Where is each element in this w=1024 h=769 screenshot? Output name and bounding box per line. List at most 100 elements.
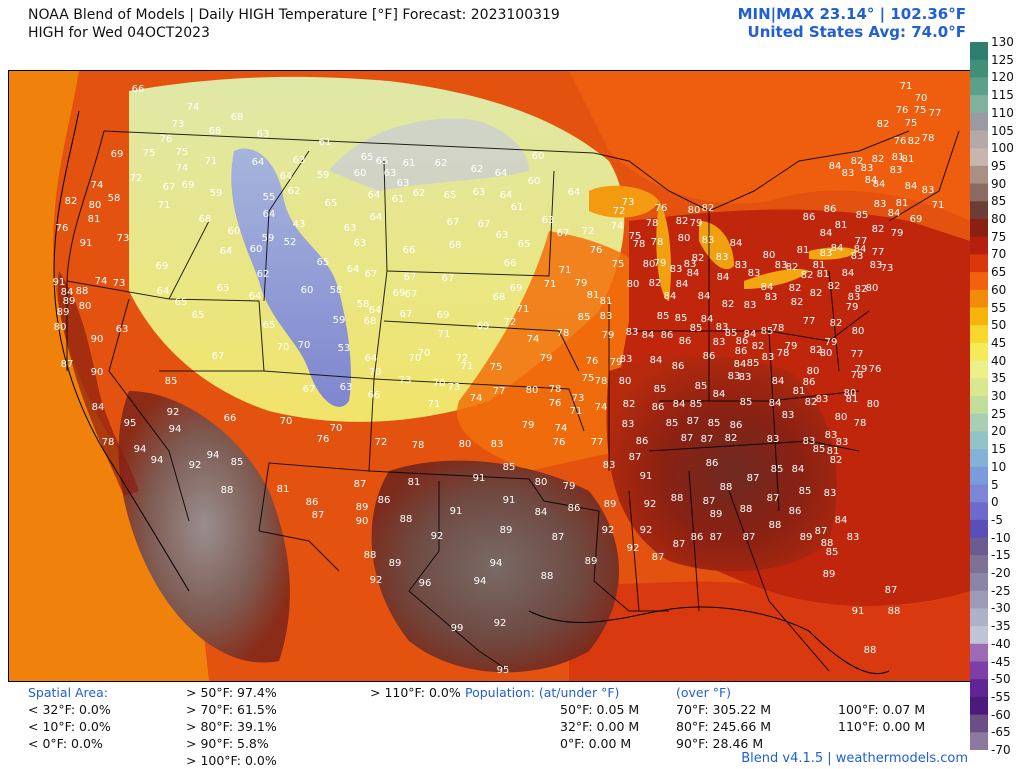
- temperature-value: 83: [626, 327, 639, 338]
- temperature-value: 82: [810, 288, 823, 299]
- temperature-value: 80: [643, 259, 656, 270]
- scale-swatch: [970, 325, 988, 344]
- temperature-value: 67: [400, 309, 413, 320]
- temperature-value: 82: [830, 455, 843, 466]
- temperature-value: 89: [604, 499, 617, 510]
- temperature-value: 83: [848, 292, 861, 303]
- temperature-value: 67: [365, 269, 378, 280]
- credit-link[interactable]: Blend v4.1.5 | weathermodels.com: [741, 751, 968, 766]
- temperature-value: 65: [361, 152, 374, 163]
- temperature-value: 69: [477, 321, 490, 332]
- scale-swatch: [970, 519, 988, 539]
- temperature-value: 82: [649, 278, 662, 289]
- temperature-value: 76: [56, 223, 69, 234]
- temperature-value: 95: [124, 418, 137, 429]
- temperature-value: 81: [88, 214, 101, 225]
- temperature-value: 83: [702, 235, 715, 246]
- temperature-value: 80: [79, 301, 92, 312]
- temperature-value: 92: [189, 460, 202, 471]
- scale-label: 85: [991, 194, 1007, 209]
- temperature-value: 88: [888, 606, 901, 617]
- scale-label: 90: [991, 176, 1007, 191]
- temperature-value: 70: [280, 416, 293, 427]
- temperature-value: 94: [490, 558, 503, 569]
- temperature-value: 83: [816, 394, 829, 405]
- temperature-value: 84: [865, 175, 878, 186]
- temperature-value: 63: [340, 382, 353, 393]
- temperature-value: 68: [364, 316, 377, 327]
- temperature-value: 80: [866, 283, 879, 294]
- temperature-value: 67: [557, 228, 570, 239]
- temperature-value: 63: [397, 178, 410, 189]
- temperature-value: 60: [532, 151, 545, 162]
- scale-label: -25: [991, 583, 1011, 598]
- temperature-value: 86: [679, 336, 692, 347]
- temperature-value: 89: [57, 307, 70, 318]
- temperature-value: 91: [473, 473, 486, 484]
- temperature-value: 69: [393, 288, 406, 299]
- temperature-value: 85: [690, 323, 703, 334]
- temperature-value: 77: [872, 247, 885, 258]
- scale-swatch: [970, 236, 988, 255]
- temperature-value: 82: [752, 341, 765, 352]
- temperature-value: 85: [695, 381, 708, 392]
- population-over-col: (over °F) 70°F: 305.22 M 80°F: 245.66 M …: [676, 684, 771, 752]
- temperature-value: 64: [500, 190, 513, 201]
- temperature-value: 87: [710, 532, 723, 543]
- temperature-value: 80: [763, 250, 776, 261]
- temperature-value: 86: [736, 336, 749, 347]
- temperature-value: 92: [640, 525, 653, 536]
- map-title: NOAA Blend of Models | Daily HIGH Temper…: [28, 6, 560, 42]
- temperature-value: 92: [644, 499, 657, 510]
- temperature-value: 84: [888, 208, 901, 219]
- temperature-value: 75: [143, 148, 156, 159]
- temperature-value: 84: [792, 464, 805, 475]
- temperature-value: 70: [418, 348, 431, 359]
- temperature-value: 67: [404, 272, 417, 283]
- scale-swatch: [970, 696, 988, 716]
- temperature-value: 83: [765, 292, 778, 303]
- population-title: Population: (at/under °F): [465, 685, 620, 700]
- temperature-value: 76: [549, 398, 562, 409]
- temperature-value: 60: [528, 176, 541, 187]
- temperature-value: 60: [301, 285, 314, 296]
- temperature-value: 85: [690, 399, 703, 410]
- temperature-value: 76: [869, 364, 882, 375]
- population-item: 90°F: 28.46 M: [676, 736, 764, 751]
- temperature-value: 79: [610, 357, 623, 368]
- temperature-value: 64: [368, 190, 381, 201]
- scale-swatch: [970, 413, 988, 432]
- temperature-value: 61: [403, 158, 416, 169]
- temperature-value: 78: [595, 376, 608, 387]
- temperature-value: 84: [92, 402, 105, 413]
- temperature-value: 96: [419, 578, 432, 589]
- scale-swatch: [970, 77, 988, 96]
- temperature-value: 82: [828, 281, 841, 292]
- temperature-value: 55: [263, 192, 276, 203]
- temperature-value: 79: [602, 330, 615, 341]
- temperature-value: 77: [493, 386, 506, 397]
- temperature-value: 83: [762, 352, 775, 363]
- temperature-value: 62: [435, 158, 448, 169]
- temperature-value: 65: [217, 283, 230, 294]
- temperature-value: 82: [872, 224, 885, 235]
- temperature-value: 87: [312, 510, 325, 521]
- temperature-value: 87: [703, 496, 716, 507]
- scale-label: 25: [991, 406, 1007, 421]
- scale-swatch: [970, 95, 988, 114]
- scale-label: 65: [991, 265, 1007, 280]
- temperature-value: 78: [772, 323, 785, 334]
- temperature-value: 87: [629, 452, 642, 463]
- temperature-value: 77: [851, 349, 864, 360]
- temperature-value: 65: [175, 297, 188, 308]
- temperature-value: 92: [627, 543, 640, 554]
- temperature-value: 53: [338, 343, 351, 354]
- temperature-value: 83: [824, 488, 837, 499]
- spatial-area-item: > 80°F: 39.1%: [186, 719, 277, 734]
- temperature-value: 86: [735, 346, 748, 357]
- temperature-value: 73: [881, 263, 894, 274]
- temperature-value: 70: [330, 423, 343, 434]
- temperature-value: 70: [409, 353, 422, 364]
- temperature-value: 85: [657, 311, 670, 322]
- temperature-value: 64: [568, 187, 581, 198]
